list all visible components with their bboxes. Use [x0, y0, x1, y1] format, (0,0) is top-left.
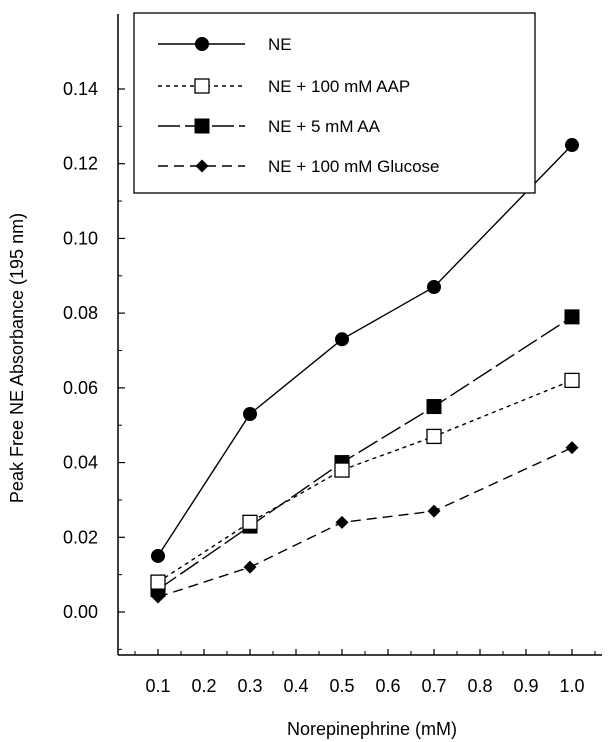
legend-marker [194, 78, 210, 94]
x-tick-label: 0.6 [375, 676, 400, 696]
series-line [157, 446, 573, 598]
data-point [151, 548, 165, 563]
data-point [426, 428, 442, 445]
data-point [427, 279, 441, 294]
legend-marker [195, 159, 209, 173]
legend-label: NE + 100 mM AAP [268, 77, 410, 96]
y-tick-label: 0.00 [63, 602, 98, 622]
x-tick-label: 0.3 [237, 676, 262, 696]
series-line [157, 379, 573, 583]
data-point [243, 407, 257, 422]
x-axis-label: Norepinephrine (mM) [287, 719, 457, 739]
series-line [157, 316, 573, 591]
x-tick-label: 0.9 [513, 676, 538, 696]
legend: NE NE + 100 mM AAP NE + 5 mM AA NE + 100 mM… [133, 12, 536, 194]
x-ticks: 0.1 0.2 0.3 0.4 0.5 0.6 0.7 0.8 0.9 1.0 [134, 649, 596, 696]
x-tick-label: 0.4 [283, 676, 308, 696]
data-point [150, 574, 166, 590]
legend-marker [194, 118, 210, 134]
x-tick-label: 0.1 [145, 676, 170, 696]
series-line [157, 144, 573, 557]
data-point [426, 399, 442, 415]
y-tick-label: 0.04 [63, 453, 98, 473]
legend-label: NE + 100 mM Glucose [268, 157, 440, 176]
data-point [564, 372, 580, 389]
data-point [242, 514, 258, 530]
data-point [427, 504, 441, 518]
x-tick-label: 0.7 [421, 676, 446, 696]
axes [117, 14, 602, 656]
y-axis-label: Peak Free NE Absorbance (195 nm) [7, 213, 27, 503]
data-point [564, 309, 580, 325]
x-tick-label: 0.2 [191, 676, 216, 696]
y-ticks: 0.00 0.02 0.04 0.06 0.08 0.10 0.12 0.14 [63, 79, 125, 650]
data-point [565, 441, 579, 455]
legend-marker [195, 37, 209, 51]
x-tick-label: 0.5 [329, 676, 354, 696]
data-point [335, 332, 349, 347]
x-tick-label: 1.0 [559, 676, 584, 696]
data-point [334, 462, 350, 478]
x-tick-label: 0.8 [467, 676, 492, 696]
data-point [565, 138, 579, 153]
legend-label: NE + 5 mM AA [268, 117, 381, 136]
y-tick-label: 0.02 [63, 527, 98, 547]
data-point [335, 515, 349, 529]
series-layer [150, 138, 580, 604]
data-point [243, 560, 257, 574]
y-tick-label: 0.14 [63, 79, 98, 99]
y-tick-label: 0.06 [63, 378, 98, 398]
y-tick-label: 0.10 [63, 228, 98, 248]
y-tick-label: 0.12 [63, 154, 98, 174]
legend-label: NE [268, 35, 292, 54]
y-tick-label: 0.08 [63, 303, 98, 323]
